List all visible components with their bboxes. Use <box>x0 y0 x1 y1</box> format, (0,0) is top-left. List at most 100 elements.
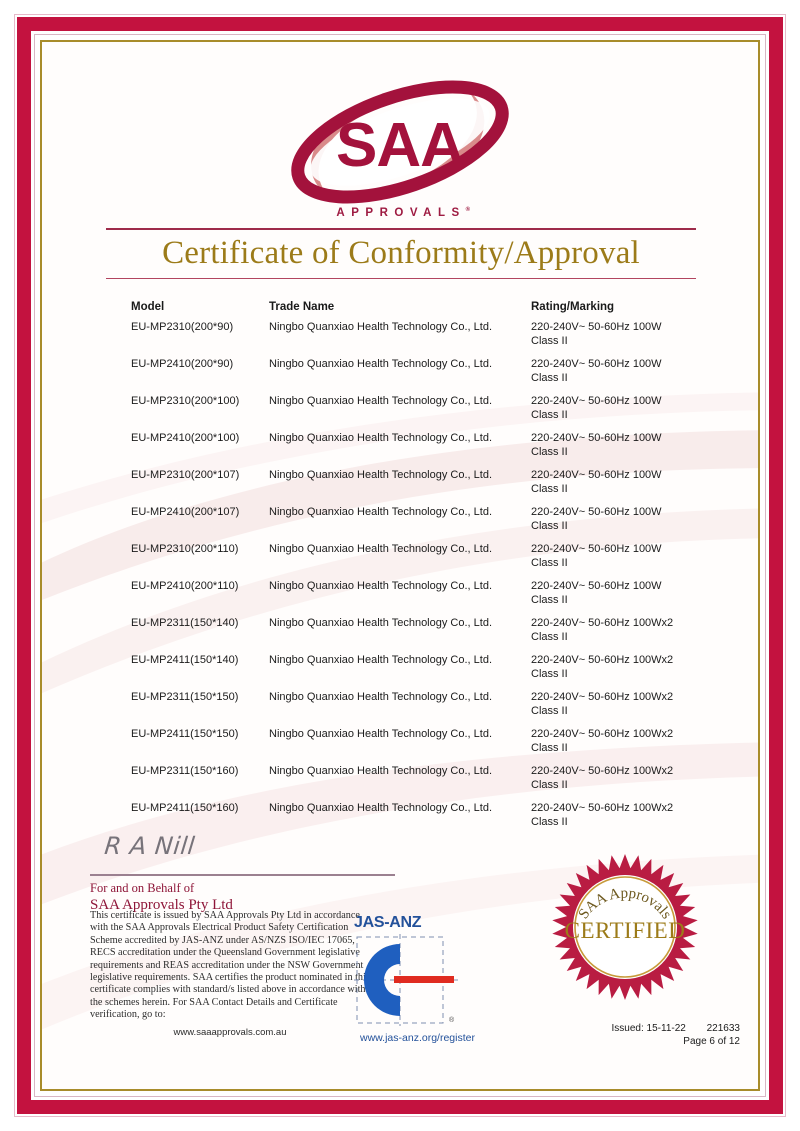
signature-rule <box>90 874 395 876</box>
cell-rating-line1: 220-240V~ 50-60Hz 100Wx2 <box>531 691 674 703</box>
cell-rating: 220-240V~ 50-60Hz 100W Class II <box>531 321 731 348</box>
cell-rating-line2: Class II <box>531 371 568 384</box>
cell-rating: 220-240V~ 50-60Hz 100W Class II <box>531 469 731 496</box>
table-row: EU-MP2410(200*90) Ningbo Quanxiao Health … <box>131 358 718 395</box>
jas-anz-url[interactable]: www.jas-anz.org/register <box>360 1032 475 1044</box>
cell-rating-line2: Class II <box>531 408 568 421</box>
cell-rating-line2: Class II <box>531 445 568 458</box>
svg-text:®: ® <box>449 1016 455 1024</box>
approvals-text: APPROVALS <box>336 207 466 219</box>
cell-rating-line1: 220-240V~ 50-60Hz 100W <box>531 358 662 370</box>
cell-rating-line1: 220-240V~ 50-60Hz 100Wx2 <box>531 802 674 814</box>
cell-rating-line2: Class II <box>531 593 568 606</box>
cell-rating: 220-240V~ 50-60Hz 100W Class II <box>531 432 731 459</box>
column-header-trade-name: Trade Name <box>269 301 335 313</box>
signature-organisation: SAA Approvals Pty Ltd <box>90 896 233 913</box>
cell-model: EU-MP2410(200*100) <box>131 432 240 444</box>
cell-rating-line1: 220-240V~ 50-60Hz 100Wx2 <box>531 617 674 629</box>
cell-trade-name: Ningbo Quanxiao Health Technology Co., L… <box>269 543 492 555</box>
column-header-model: Model <box>131 301 165 313</box>
approvals-wordmark: APPROVALS® <box>330 207 470 219</box>
table-header-row: Model Trade Name Rating/Marking <box>131 301 718 321</box>
cell-model: EU-MP2310(200*90) <box>131 321 234 333</box>
cell-model: EU-MP2310(200*110) <box>131 543 239 555</box>
cell-model: EU-MP2310(200*107) <box>131 469 240 481</box>
cell-rating-line2: Class II <box>531 556 568 569</box>
cell-rating: 220-240V~ 50-60Hz 100Wx2 Class II <box>531 617 731 644</box>
cell-rating-line1: 220-240V~ 50-60Hz 100W <box>531 543 662 555</box>
title-rule-bottom <box>106 277 696 279</box>
certificate-canvas: SAA APPROVALS® Certificate of Conformity… <box>42 42 758 1089</box>
jas-anz-wordmark: JAS-ANZ <box>354 914 422 931</box>
table-row: EU-MP2311(150*150) Ningbo Quanxiao Health… <box>131 691 718 728</box>
cell-rating-line2: Class II <box>531 741 568 754</box>
issued-label: Issued: <box>611 1023 644 1034</box>
table-row: EU-MP2310(200*90) Ningbo Quanxiao Health … <box>131 321 718 358</box>
cell-model: EU-MP2310(200*100) <box>131 395 240 407</box>
cell-rating-line1: 220-240V~ 50-60Hz 100Wx2 <box>531 654 674 666</box>
svg-text:SAA: SAA <box>336 111 464 180</box>
cell-trade-name: Ningbo Quanxiao Health Technology Co., L… <box>269 506 492 518</box>
cell-model: EU-MP2411(150*140) <box>131 654 239 666</box>
page-number: Page 6 of 12 <box>683 1036 740 1047</box>
footer-issue-info: Issued: 15-11-22 221633 Page 6 of 12 <box>490 1022 740 1048</box>
cell-trade-name: Ningbo Quanxiao Health Technology Co., L… <box>269 580 492 592</box>
cell-rating-line2: Class II <box>531 482 568 495</box>
cell-model: EU-MP2411(150*150) <box>131 728 239 740</box>
table-row: EU-MP2311(150*140) Ningbo Quanxiao Health… <box>131 617 718 654</box>
jas-anz-mark: ® <box>354 934 458 1026</box>
cell-rating: 220-240V~ 50-60Hz 100Wx2 Class II <box>531 728 731 755</box>
cell-rating-line2: Class II <box>531 519 568 532</box>
table-row: EU-MP2411(150*160) Ningbo Quanxiao Health… <box>131 802 718 839</box>
cell-rating: 220-240V~ 50-60Hz 100W Class II <box>531 358 731 385</box>
cell-rating: 220-240V~ 50-60Hz 100Wx2 Class II <box>531 691 731 718</box>
cell-trade-name: Ningbo Quanxiao Health Technology Co., L… <box>269 654 492 666</box>
table-row: EU-MP2410(200*107) Ningbo Quanxiao Health… <box>131 506 718 543</box>
table-row: EU-MP2411(150*140) Ningbo Quanxiao Health… <box>131 654 718 691</box>
table-row: EU-MP2310(200*110) Ningbo Quanxiao Health… <box>131 543 718 580</box>
issue-code: 221633 <box>706 1023 740 1034</box>
signature-block: R A Nill For and on Behalf of SAA Approv… <box>90 832 395 914</box>
cell-rating: 220-240V~ 50-60Hz 100Wx2 Class II <box>531 765 731 792</box>
table-row: EU-MP2410(200*100) Ningbo Quanxiao Health… <box>131 432 718 469</box>
cell-rating-line2: Class II <box>531 815 568 828</box>
cell-model: EU-MP2410(200*107) <box>131 506 240 518</box>
issued-date: 15-11-22 <box>646 1023 686 1034</box>
cell-rating: 220-240V~ 50-60Hz 100W Class II <box>531 543 731 570</box>
registered-mark: ® <box>465 207 471 214</box>
title-block: Certificate of Conformity/Approval <box>106 228 696 279</box>
cell-rating: 220-240V~ 50-60Hz 100W Class II <box>531 506 731 533</box>
cell-model: EU-MP2311(150*140) <box>131 617 239 629</box>
fineprint-text: This certificate is issued by SAA Approv… <box>90 910 370 1021</box>
cell-trade-name: Ningbo Quanxiao Health Technology Co., L… <box>269 469 492 481</box>
table-row: EU-MP2410(200*110) Ningbo Quanxiao Health… <box>131 580 718 617</box>
cell-trade-name: Ningbo Quanxiao Health Technology Co., L… <box>269 358 492 370</box>
table-row: EU-MP2310(200*107) Ningbo Quanxiao Health… <box>131 469 718 506</box>
cell-rating: 220-240V~ 50-60Hz 100W Class II <box>531 580 731 607</box>
cell-trade-name: Ningbo Quanxiao Health Technology Co., L… <box>269 432 492 444</box>
cell-trade-name: Ningbo Quanxiao Health Technology Co., L… <box>269 802 492 814</box>
cell-trade-name: Ningbo Quanxiao Health Technology Co., L… <box>269 691 492 703</box>
table-row: EU-MP2311(150*160) Ningbo Quanxiao Health… <box>131 765 718 802</box>
product-table: Model Trade Name Rating/Marking EU-MP231… <box>131 301 718 839</box>
cell-rating-line2: Class II <box>531 630 568 643</box>
cell-rating-line1: 220-240V~ 50-60Hz 100W <box>531 580 662 592</box>
cell-rating: 220-240V~ 50-60Hz 100Wx2 Class II <box>531 654 731 681</box>
cell-model: EU-MP2411(150*160) <box>131 802 239 814</box>
cell-rating-line1: 220-240V~ 50-60Hz 100W <box>531 506 662 518</box>
seal-main-text: CERTIFIED <box>565 918 686 943</box>
cell-trade-name: Ningbo Quanxiao Health Technology Co., L… <box>269 395 492 407</box>
cell-rating-line2: Class II <box>531 778 568 791</box>
jas-anz-logo: JAS-ANZ ® <box>354 914 474 1031</box>
cell-rating-line1: 220-240V~ 50-60Hz 100Wx2 <box>531 765 674 777</box>
saa-website-url[interactable]: www.saaapprovals.com.au <box>173 1027 287 1038</box>
cell-trade-name: Ningbo Quanxiao Health Technology Co., L… <box>269 321 492 333</box>
cell-rating-line1: 220-240V~ 50-60Hz 100W <box>531 469 662 481</box>
cell-trade-name: Ningbo Quanxiao Health Technology Co., L… <box>269 617 492 629</box>
table-row: EU-MP2411(150*150) Ningbo Quanxiao Health… <box>131 728 718 765</box>
cell-rating: 220-240V~ 50-60Hz 100Wx2 Class II <box>531 802 731 829</box>
certified-seal: SAA Approvals CERTIFIED <box>550 852 700 1002</box>
cell-rating-line1: 220-240V~ 50-60Hz 100W <box>531 395 662 407</box>
cell-rating-line1: 220-240V~ 50-60Hz 100Wx2 <box>531 728 674 740</box>
